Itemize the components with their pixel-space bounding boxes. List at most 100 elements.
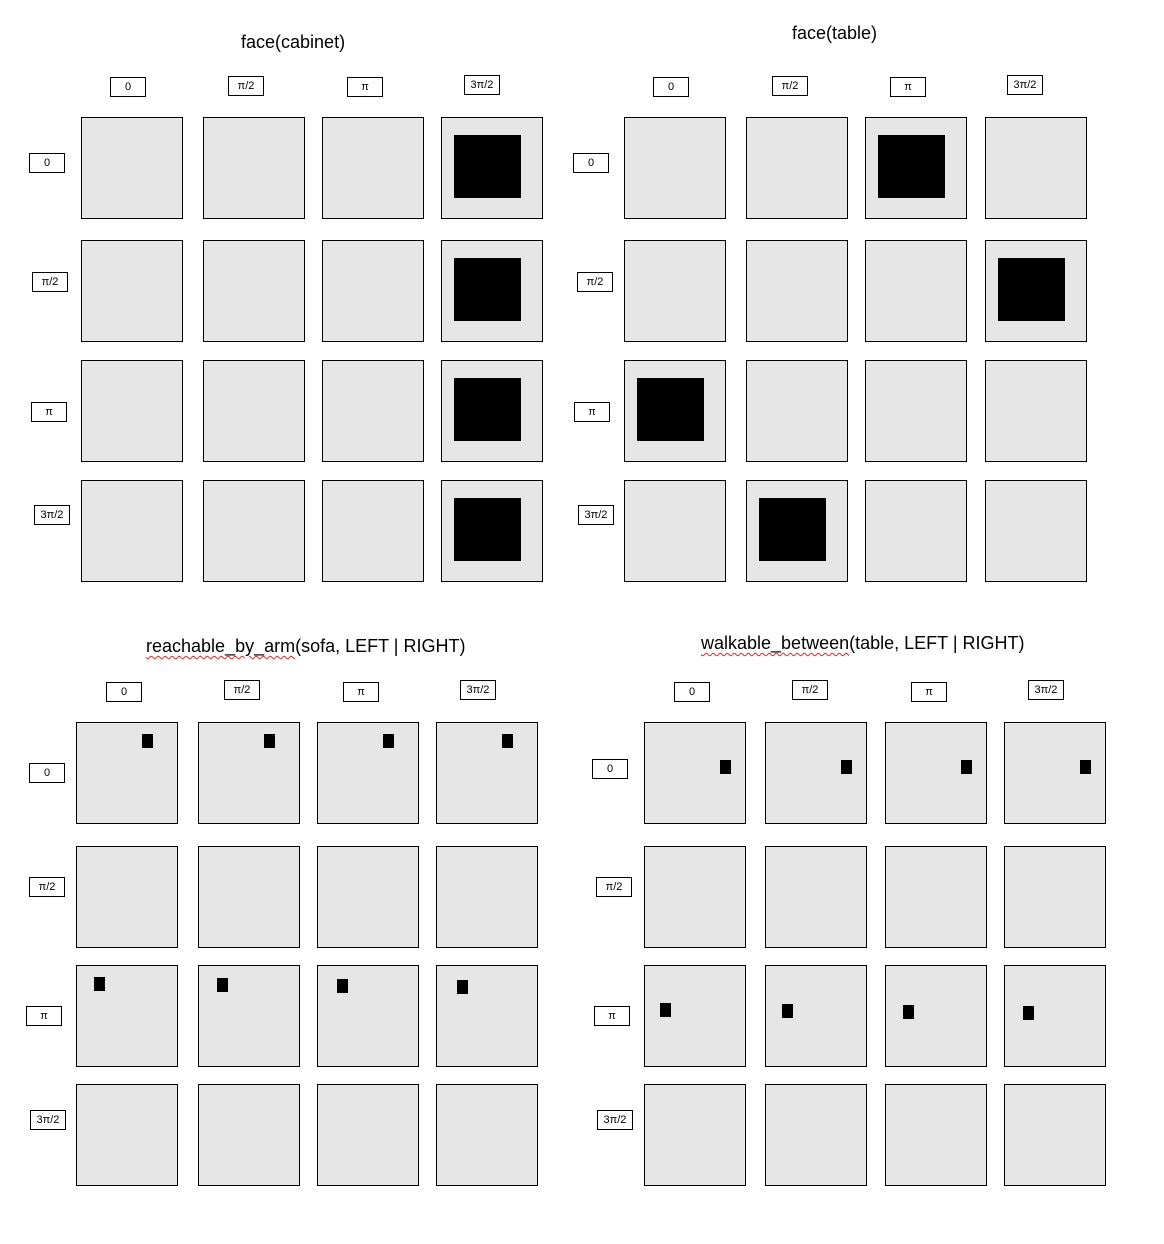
grid-cell (765, 846, 867, 948)
grid-cell (885, 722, 987, 824)
grid-cell (746, 240, 848, 342)
filled-square (878, 135, 945, 198)
position-marker (903, 1005, 914, 1019)
col-label: π (890, 77, 926, 97)
grid-cell (746, 360, 848, 462)
grid-cell (81, 117, 183, 219)
row-label: 3π/2 (578, 505, 614, 525)
grid-cell (203, 360, 305, 462)
filled-square (454, 498, 521, 561)
col-label: 3π/2 (1028, 680, 1064, 700)
grid-cell (985, 117, 1087, 219)
filled-square (454, 378, 521, 441)
col-label: π/2 (792, 680, 828, 700)
grid-cell (985, 480, 1087, 582)
title-name: face (241, 32, 276, 52)
row-label: π (594, 1006, 630, 1026)
grid-cell (317, 722, 419, 824)
grid-cell (441, 360, 543, 462)
col-label: π (343, 682, 379, 702)
grid-cell (81, 360, 183, 462)
row-label: 0 (29, 153, 65, 173)
col-label: π/2 (224, 680, 260, 700)
panel-title: reachable_by_arm(sofa, LEFT | RIGHT) (146, 636, 465, 657)
title-name: reachable_by_arm (146, 636, 296, 656)
grid-cell (317, 846, 419, 948)
grid-cell (76, 846, 178, 948)
grid-cell (76, 1084, 178, 1186)
position-marker (337, 979, 348, 993)
filled-square (759, 498, 826, 561)
filled-square (998, 258, 1065, 321)
col-label: 0 (110, 77, 146, 97)
grid-cell (624, 240, 726, 342)
filled-square (454, 258, 521, 321)
position-marker (961, 760, 972, 774)
grid-cell (198, 965, 300, 1067)
grid-cell (624, 480, 726, 582)
grid-cell (436, 846, 538, 948)
grid-cell (746, 480, 848, 582)
title-name: walkable_between (701, 633, 850, 653)
grid-cell (1004, 722, 1106, 824)
position-marker (1080, 760, 1091, 774)
grid-cell (76, 965, 178, 1067)
title-name: face (792, 23, 827, 43)
grid-cell (865, 240, 967, 342)
panel-face-cabinet: face(cabinet) 0 π/2 π 3π/2 0 π/2 π 3π/2 (0, 0, 582, 610)
panel-title: walkable_between(table, LEFT | RIGHT) (701, 633, 1025, 654)
grid-cell (644, 965, 746, 1067)
grid-cell (436, 722, 538, 824)
grid-cell (1004, 846, 1106, 948)
grid-cell (317, 965, 419, 1067)
grid-cell (322, 480, 424, 582)
col-label: 3π/2 (460, 680, 496, 700)
panel-title: face(cabinet) (241, 32, 345, 53)
grid-cell (322, 117, 424, 219)
col-label: π (347, 77, 383, 97)
grid-cell (203, 117, 305, 219)
panel-title: face(table) (792, 23, 877, 44)
row-label: π (574, 402, 610, 422)
grid-cell (746, 117, 848, 219)
col-label: 0 (106, 682, 142, 702)
grid-cell (985, 240, 1087, 342)
row-label: π/2 (596, 877, 632, 897)
grid-cell (322, 360, 424, 462)
row-label: 3π/2 (34, 505, 70, 525)
grid-cell (865, 117, 967, 219)
grid-cell (198, 1084, 300, 1186)
grid-cell (1004, 965, 1106, 1067)
position-marker (264, 734, 275, 748)
title-args: (table) (826, 23, 878, 43)
row-label: π/2 (32, 272, 68, 292)
grid-cell (624, 117, 726, 219)
col-label: π/2 (772, 76, 808, 96)
position-marker (1023, 1006, 1034, 1020)
position-marker (457, 980, 468, 994)
grid-cell (203, 480, 305, 582)
row-label: 3π/2 (597, 1110, 633, 1130)
grid-cell (322, 240, 424, 342)
grid-cell (1004, 1084, 1106, 1186)
panel-walkable-between: walkable_between(table, LEFT | RIGHT) 0 … (582, 610, 1164, 1220)
row-label: π/2 (577, 272, 613, 292)
col-label: 0 (674, 682, 710, 702)
panel-face-table: face(table) 0 π/2 π 3π/2 0 π/2 π 3π/2 (573, 0, 1164, 610)
grid-cell (81, 240, 183, 342)
grid-cell (885, 965, 987, 1067)
position-marker (782, 1004, 793, 1018)
grid-cell (317, 1084, 419, 1186)
grid-cell (985, 360, 1087, 462)
grid-cell (441, 240, 543, 342)
grid-cell (441, 117, 543, 219)
grid-cell (624, 360, 726, 462)
row-label: π (31, 402, 67, 422)
row-label: 3π/2 (30, 1110, 66, 1130)
position-marker (502, 734, 513, 748)
grid-cell (765, 722, 867, 824)
position-marker (217, 978, 228, 992)
grid-cell (81, 480, 183, 582)
grid-cell (765, 1084, 867, 1186)
position-marker (841, 760, 852, 774)
